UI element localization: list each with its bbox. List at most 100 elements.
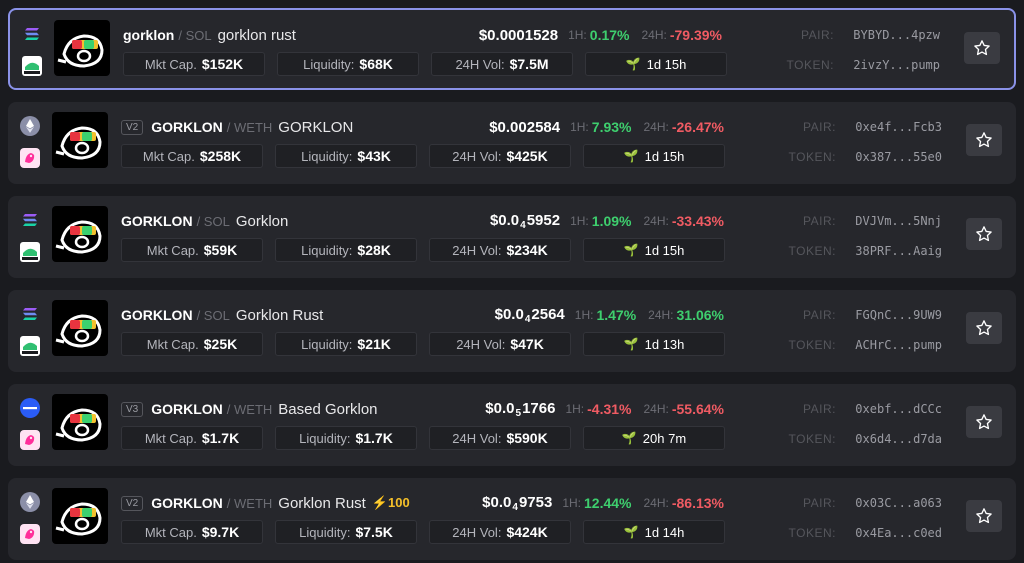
pair-row[interactable]: V3 GORKLON / WETH Based Gorklon $0.05176… (8, 384, 1016, 466)
token-price: $0.045952 (489, 211, 561, 231)
pair-address-label: PAIR: (803, 496, 836, 510)
change-1h-value: -4.31% (587, 401, 632, 417)
pair-address-label: PAIR: (803, 214, 836, 228)
volume-box: 24H Vol: $47K (429, 332, 571, 356)
favorite-button[interactable] (964, 32, 1000, 64)
pair-address[interactable]: FGQnC...9UW9 (855, 308, 942, 322)
pair-row[interactable]: V2 GORKLON / WETH Gorklon Rust ⚡100 $0.0… (8, 478, 1016, 560)
volume-box: 24H Vol: $7.5M (431, 52, 573, 76)
liquidity-box: Liquidity: $28K (275, 238, 417, 262)
favorite-button[interactable] (966, 500, 1002, 532)
volume-box: 24H Vol: $425K (429, 144, 571, 168)
liquidity-box: Liquidity: $68K (277, 52, 419, 76)
swap-icon (22, 56, 42, 76)
dex-version-badge: V2 (121, 495, 144, 511)
change-1h-value: 1.47% (596, 307, 637, 323)
favorite-button[interactable] (966, 124, 1002, 156)
favorite-button[interactable] (966, 312, 1002, 344)
pair-age-box: 🌱 1d 13h (583, 332, 725, 356)
market-cap-box: Mkt Cap. $1.7K (121, 426, 263, 450)
token-address[interactable]: 0x387...55e0 (855, 150, 942, 164)
liquidity-box: Liquidity: $7.5K (275, 520, 417, 544)
lightning-icon: ⚡ (371, 495, 389, 510)
token-address[interactable]: 0x4Ea...c0ed (855, 526, 942, 540)
change-1h-label: 1H: (568, 28, 587, 42)
market-cap-box: Mkt Cap. $152K (123, 52, 265, 76)
token-price: $0.0001528 (478, 26, 559, 44)
change-1h-value: 7.93% (591, 119, 632, 135)
pair-age-box: 🌱 1d 15h (583, 238, 725, 262)
change-1h-label: 1H: (570, 120, 589, 134)
pair-row[interactable]: GORKLON / SOL Gorklon Rust $0.042564 1H:… (8, 290, 1016, 372)
token-address[interactable]: 2ivzY...pump (853, 58, 940, 72)
swap-icon (20, 336, 40, 356)
pair-address-label: PAIR: (803, 402, 836, 416)
token-address-label: TOKEN: (788, 338, 836, 352)
change-24h-value: -86.13% (671, 495, 724, 511)
token-logo (52, 488, 108, 544)
change-24h-label: 24H: (648, 308, 674, 322)
solana-icon (20, 210, 40, 230)
pair-address[interactable]: 0xebf...dCCc (855, 402, 942, 416)
token-address-label: TOKEN: (788, 244, 836, 258)
pair-row[interactable]: gorklon / SOL gorklon rust $0.0001528 1H… (8, 8, 1016, 90)
uniswap-icon (20, 430, 40, 450)
token-address-label: TOKEN: (786, 58, 834, 72)
star-icon (976, 226, 992, 242)
pair-row[interactable]: V2 GORKLON / WETH GORKLON $0.002584 1H: … (8, 102, 1016, 184)
solana-icon (20, 304, 40, 324)
quote-token-symbol: / SOL (196, 213, 230, 229)
pair-address[interactable]: 0xe4f...Fcb3 (855, 120, 942, 134)
change-1h-value: 12.44% (584, 495, 632, 511)
swap-icon (20, 242, 40, 262)
token-name: Gorklon Rust (235, 306, 324, 324)
pair-row[interactable]: GORKLON / SOL Gorklon $0.045952 1H: 1.09… (8, 196, 1016, 278)
token-address[interactable]: 38PRF...Aaig (855, 244, 942, 258)
favorite-button[interactable] (966, 218, 1002, 250)
uniswap-icon (20, 524, 40, 544)
change-24h-label: 24H: (643, 496, 669, 510)
pair-address[interactable]: DVJVm...5Nnj (855, 214, 942, 228)
change-24h-value: -55.64% (671, 401, 724, 417)
pair-address[interactable]: 0x03C...a063 (855, 496, 942, 510)
sprout-icon: 🌱 (623, 525, 639, 539)
ethereum-icon (20, 116, 40, 136)
token-address[interactable]: ACHrC...pump (855, 338, 942, 352)
change-24h-value: -26.47% (671, 119, 724, 135)
token-name: Based Gorklon (278, 400, 378, 418)
liquidity-box: Liquidity: $1.7K (275, 426, 417, 450)
volume-box: 24H Vol: $234K (429, 238, 571, 262)
change-1h-label: 1H: (570, 214, 589, 228)
uniswap-icon (20, 148, 40, 168)
dex-version-badge: V2 (121, 119, 144, 135)
token-address[interactable]: 0x6d4...d7da (855, 432, 942, 446)
quote-token-symbol: / WETH (226, 495, 273, 511)
token-logo (54, 20, 110, 76)
token-logo (52, 206, 108, 262)
liquidity-box: Liquidity: $21K (275, 332, 417, 356)
change-1h-label: 1H: (565, 402, 585, 416)
base-token-symbol: GORKLON (121, 213, 193, 229)
token-price: $0.051766 (485, 399, 556, 419)
base-token-symbol: GORKLON (151, 401, 223, 417)
pair-age-box: 🌱 20h 7m (583, 426, 725, 450)
change-24h-label: 24H: (641, 28, 667, 42)
quote-token-symbol: / SOL (178, 27, 212, 43)
star-icon (976, 414, 992, 430)
favorite-button[interactable] (966, 406, 1002, 438)
sprout-icon: 🌱 (623, 243, 639, 257)
token-logo (52, 112, 108, 168)
quote-token-symbol: / SOL (196, 307, 230, 323)
token-name: GORKLON (278, 118, 354, 136)
token-address-label: TOKEN: (788, 526, 836, 540)
change-24h-value: 31.06% (676, 307, 724, 323)
change-1h-value: 1.09% (591, 213, 632, 229)
boost-badge: ⚡100 (372, 495, 410, 511)
sprout-icon: 🌱 (625, 57, 641, 71)
market-cap-box: Mkt Cap. $9.7K (121, 520, 263, 544)
token-name: Gorklon (235, 212, 289, 230)
pair-address[interactable]: BYBYD...4pzw (853, 28, 940, 42)
market-cap-box: Mkt Cap. $59K (121, 238, 263, 262)
volume-box: 24H Vol: $590K (429, 426, 571, 450)
boost-count: 100 (388, 495, 410, 510)
